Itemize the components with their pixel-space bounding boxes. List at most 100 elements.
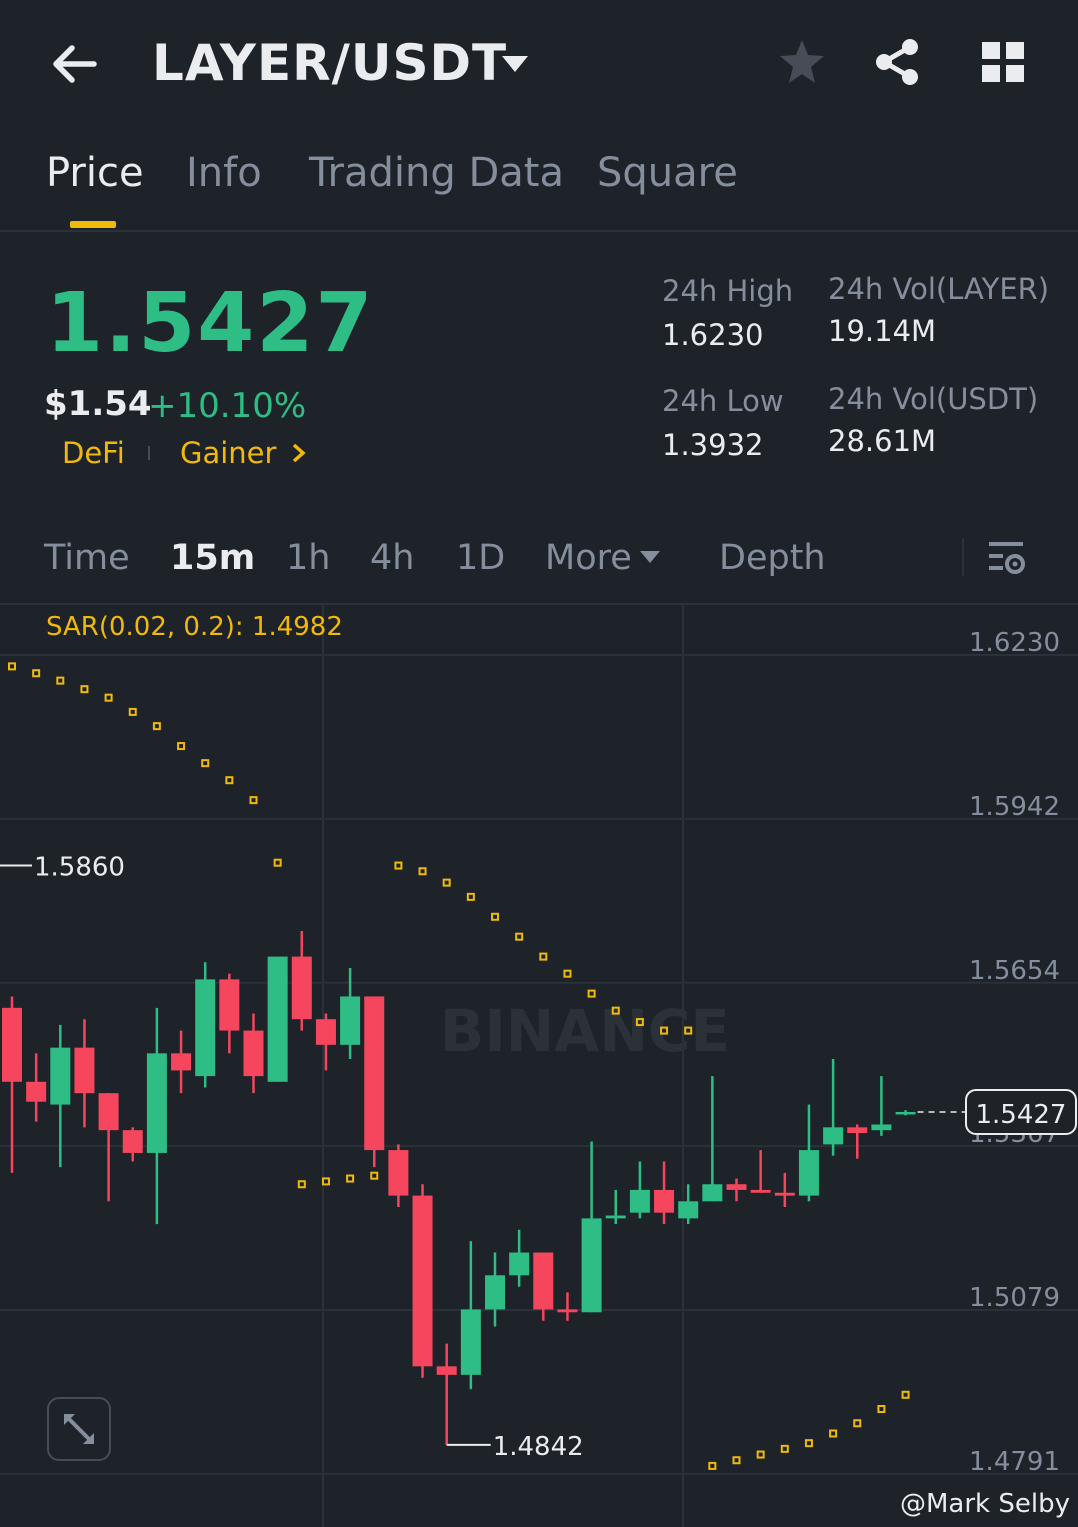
more-caret-icon[interactable]	[638, 548, 662, 566]
sar-dot	[660, 1026, 669, 1035]
chart-settings-icon[interactable]	[987, 538, 1027, 578]
candle-body	[702, 1184, 723, 1202]
candle-body	[412, 1195, 433, 1367]
last-price: 1.5427	[46, 276, 375, 371]
y-axis-tick-label: 1.5942	[969, 792, 1060, 822]
candle-body	[726, 1184, 747, 1190]
sar-dot	[635, 1018, 644, 1027]
candle-body	[847, 1127, 868, 1134]
candle-body	[774, 1192, 795, 1196]
sar-dot	[346, 1174, 355, 1183]
candle-body	[122, 1130, 143, 1153]
sar-dot	[80, 685, 89, 694]
chevron-right-icon[interactable]	[290, 442, 308, 464]
stat-value-vol-layer: 19.14M	[828, 314, 937, 348]
timeframe-more[interactable]: More	[545, 538, 632, 578]
candle-body	[533, 1252, 554, 1310]
sar-dot	[829, 1429, 838, 1438]
sar-dot	[853, 1419, 862, 1428]
candle-body	[195, 979, 216, 1077]
footer-credit: @Mark Selby	[900, 1489, 1070, 1519]
sar-dot	[708, 1461, 717, 1470]
chart-top-border	[0, 603, 1078, 605]
tabs-divider	[0, 230, 1078, 232]
sar-dot	[563, 969, 572, 978]
stat-label-vol-usdt: 24h Vol(USDT)	[828, 382, 1039, 416]
sar-indicator-label: SAR(0.02, 0.2): 1.4982	[46, 612, 343, 642]
star-icon[interactable]	[778, 38, 826, 86]
stat-value-high: 1.6230	[662, 318, 764, 352]
tab-trading-data[interactable]: Trading Data	[309, 150, 564, 196]
candle-body	[50, 1047, 71, 1105]
sar-dot	[901, 1390, 910, 1399]
sar-dot	[804, 1439, 813, 1448]
tag-defi[interactable]: DeFi	[62, 436, 125, 470]
candle-body	[629, 1189, 650, 1213]
candle-body	[581, 1218, 602, 1313]
timeframe-1d[interactable]: 1D	[456, 538, 506, 578]
timeframe-1h[interactable]: 1h	[286, 538, 331, 578]
sar-dot	[128, 707, 137, 716]
candle-body	[340, 996, 361, 1045]
candle-body	[2, 1007, 22, 1082]
sar-dot	[466, 892, 475, 901]
sar-dot	[780, 1444, 789, 1453]
sar-dot	[491, 912, 499, 921]
timeframe-depth[interactable]: Depth	[719, 538, 826, 578]
candle-body	[388, 1150, 409, 1196]
candle-body	[654, 1189, 675, 1213]
candle-body	[823, 1127, 844, 1145]
candle-body	[750, 1189, 771, 1193]
sar-dot	[177, 742, 186, 751]
candle-body	[798, 1150, 819, 1196]
trading-pair-title[interactable]: LAYER/USDT	[152, 34, 508, 92]
grid-menu-icon[interactable]	[980, 40, 1026, 84]
sar-dot	[152, 722, 161, 731]
y-axis-tick-label: 1.5079	[969, 1283, 1060, 1313]
active-tab-indicator	[70, 221, 116, 228]
sar-dot	[56, 676, 65, 685]
chevron-down-icon[interactable]	[500, 52, 530, 76]
expand-chart-button[interactable]	[47, 1397, 111, 1461]
binance-watermark: BINANCE	[440, 997, 730, 1065]
sar-dot	[684, 1026, 693, 1035]
stat-label-high: 24h High	[662, 274, 794, 308]
share-icon[interactable]	[874, 38, 922, 86]
low-marker-label: 1.4842	[493, 1432, 584, 1462]
tab-price[interactable]: Price	[46, 150, 144, 196]
candle-body	[485, 1275, 505, 1310]
tab-info[interactable]: Info	[186, 150, 262, 196]
price-change-percent: +10.10%	[148, 386, 307, 426]
sar-dot	[104, 693, 113, 702]
tag-gainer[interactable]: Gainer	[180, 436, 277, 470]
tag-separator	[148, 446, 150, 460]
candle-body	[146, 1053, 167, 1153]
sar-dot	[732, 1456, 741, 1465]
tab-square[interactable]: Square	[597, 150, 738, 196]
timeframe-4h[interactable]: 4h	[370, 538, 415, 578]
candle-body	[243, 1030, 264, 1077]
back-arrow-icon[interactable]	[48, 38, 100, 90]
candle-body	[219, 979, 240, 1031]
candlestick-chart[interactable]: BINANCE 1.62301.59421.56541.53671.50791.…	[0, 603, 1078, 1527]
sar-dot	[201, 759, 210, 768]
candle-body	[436, 1366, 457, 1375]
candle-body	[74, 1047, 95, 1094]
candle-body	[605, 1215, 626, 1219]
sar-dot	[32, 669, 41, 678]
sar-dot	[249, 796, 258, 805]
candle-body	[315, 1019, 336, 1045]
sar-dot	[273, 858, 282, 867]
candle-body	[460, 1309, 481, 1375]
candle-body	[509, 1252, 530, 1276]
sar-dot	[297, 1180, 306, 1189]
sar-dot	[8, 662, 16, 671]
timeframe-15m[interactable]: 15m	[170, 538, 256, 578]
stat-label-low: 24h Low	[662, 384, 784, 418]
timeframe-time[interactable]: Time	[44, 538, 130, 578]
section-tabs: Price Info Trading Data Square	[0, 150, 1078, 232]
stat-label-vol-layer: 24h Vol(LAYER)	[828, 272, 1050, 306]
y-axis-tick-label: 1.4791	[969, 1447, 1060, 1477]
candle-body	[678, 1201, 699, 1219]
sar-dot	[225, 776, 234, 785]
